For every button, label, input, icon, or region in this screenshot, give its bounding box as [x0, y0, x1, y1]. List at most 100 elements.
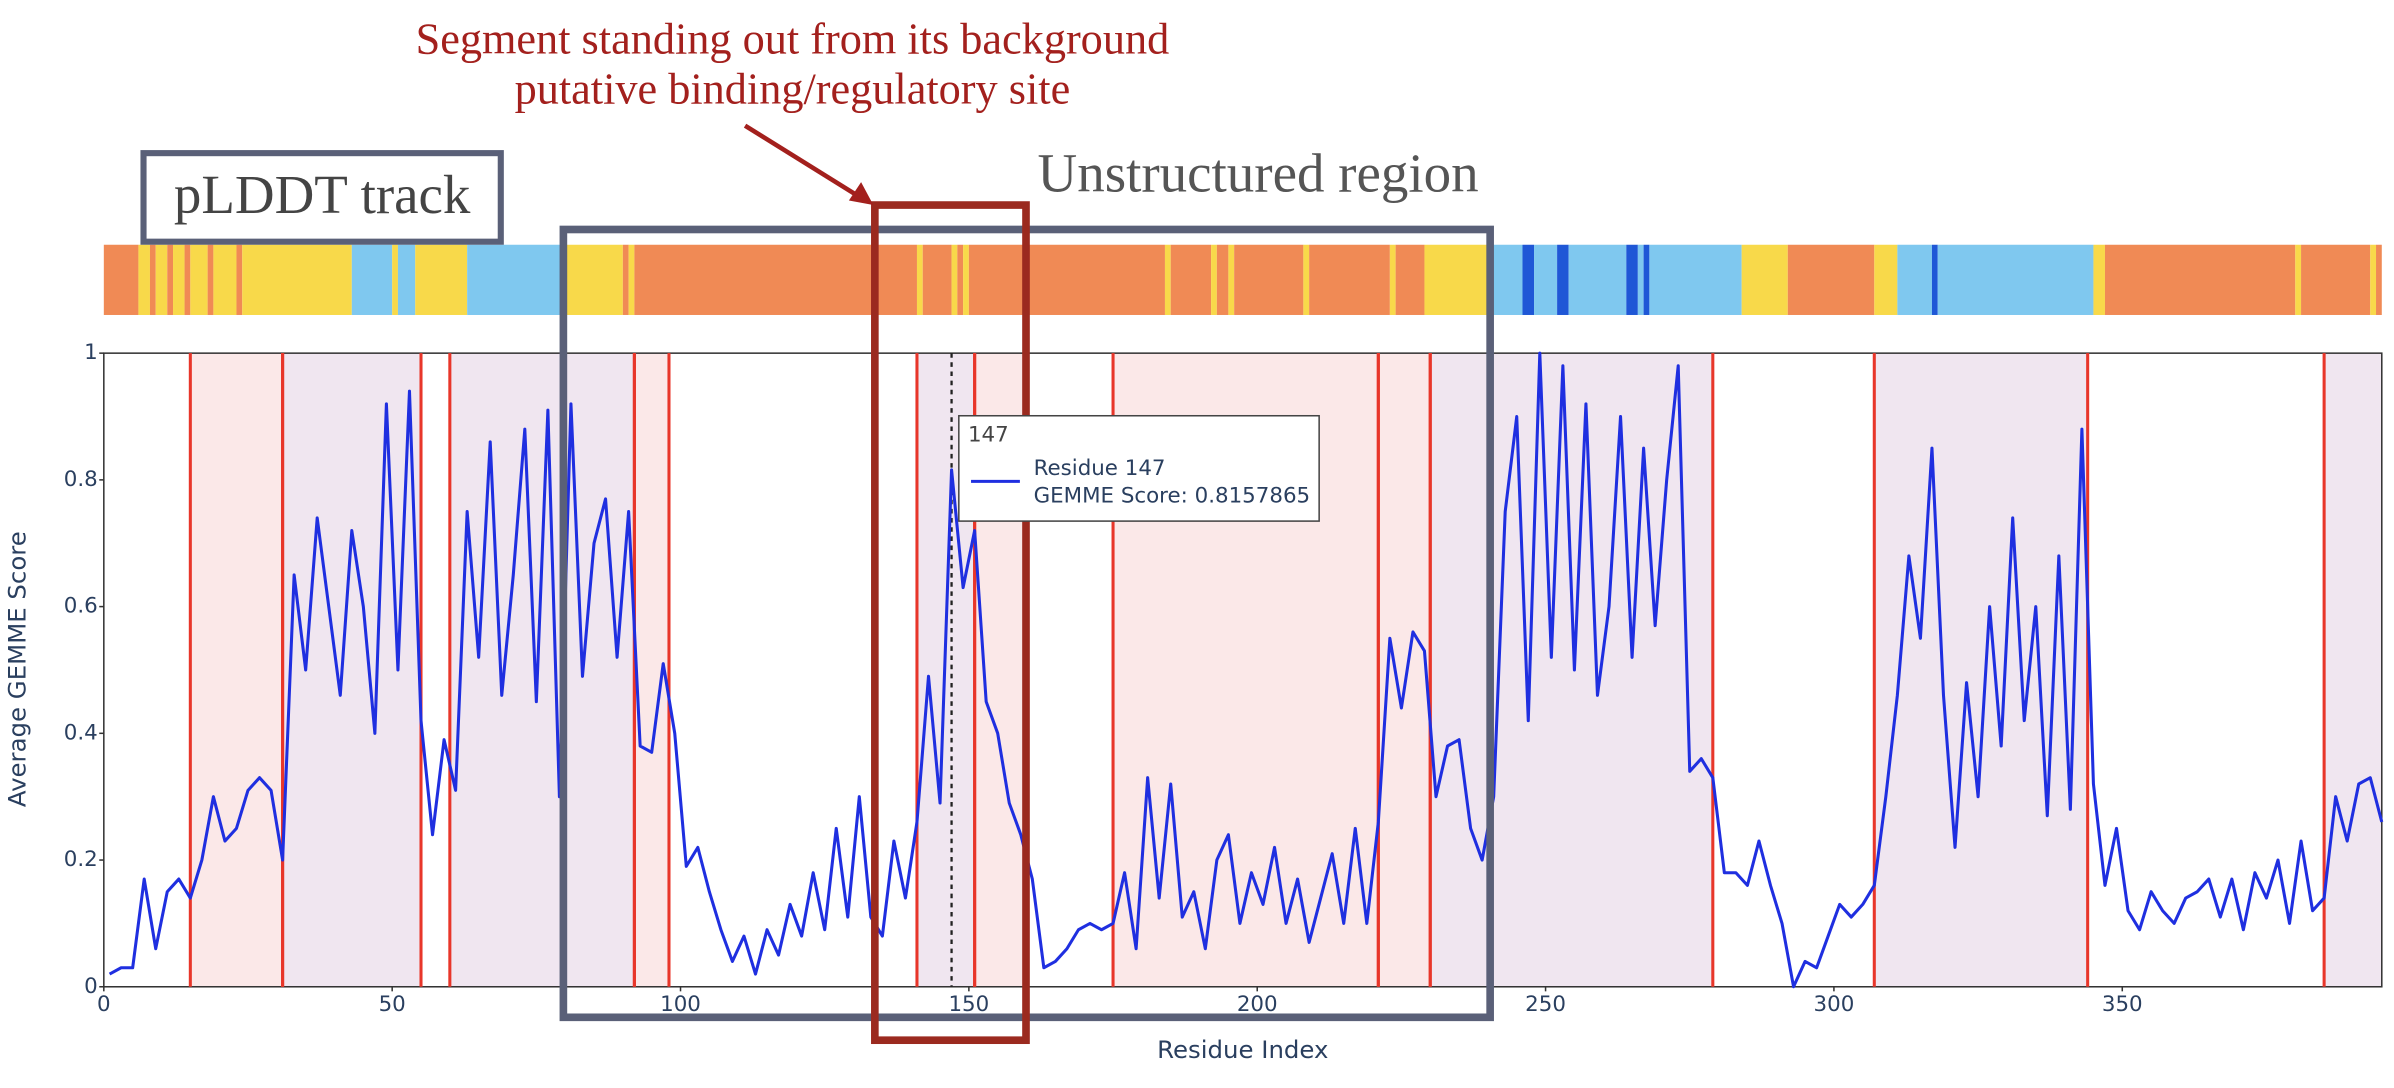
track-segment	[167, 244, 174, 315]
track-segment	[1493, 244, 1523, 315]
background-layer	[103, 244, 2382, 987]
track-segment	[1568, 244, 1627, 315]
x-tick-label: 300	[1814, 992, 1855, 1017]
track-segment	[2295, 244, 2302, 315]
y-tick-label: 1	[84, 340, 98, 365]
track-segment	[103, 244, 139, 315]
region	[449, 353, 635, 987]
x-tick-label: 150	[948, 992, 989, 1017]
annotation: pLDDT track	[174, 164, 471, 225]
label-box	[140, 150, 504, 245]
tooltip-title: 147	[968, 423, 1009, 448]
tooltip-text: Residue 147	[1034, 456, 1166, 481]
x-tick-label: 100	[660, 992, 701, 1017]
arrow-head	[848, 182, 874, 206]
track-segment	[1897, 244, 1932, 315]
track-segment	[392, 244, 398, 315]
track-segment	[1741, 244, 1788, 315]
foreground-layer: 0 50 100 150 200 250 300 350 0 0.2 0.4 0.6 0.8 1	[64, 340, 2384, 1017]
track-segment	[351, 244, 393, 315]
tooltip-box	[958, 414, 1320, 522]
track-segment	[565, 244, 623, 315]
track-segment	[1395, 244, 1425, 315]
track-segment	[1170, 244, 1212, 315]
track-segment	[951, 244, 958, 315]
track-segment	[1787, 244, 1875, 315]
y-tick-label: 0.4	[64, 720, 98, 745]
tooltip: 147 Residue 147 GEMME Score: 0.8157865	[958, 414, 1320, 522]
track-segment	[173, 244, 185, 315]
track-segment	[957, 244, 964, 315]
region	[1430, 353, 1713, 987]
track-segment	[1626, 244, 1638, 315]
track-segment	[213, 244, 237, 315]
track-segment	[963, 244, 969, 315]
track-segment	[1211, 244, 1217, 315]
region	[282, 353, 422, 987]
track-segment	[1874, 244, 1898, 315]
track-segment	[1216, 244, 1229, 315]
track-segment	[916, 244, 923, 315]
track-segment	[1643, 244, 1650, 315]
track-segment	[2376, 244, 2382, 315]
y-tick-label: 0.2	[64, 847, 98, 872]
x-tick-label: 0	[97, 992, 111, 1017]
x-tick-label: 350	[2102, 992, 2143, 1017]
track-segment	[138, 244, 150, 315]
x-axis-title: Residue Index	[1157, 1035, 1328, 1064]
annotation: putative binding/regulatory site	[515, 65, 1071, 114]
track-segment	[1534, 244, 1558, 315]
track-segment	[1164, 244, 1171, 315]
track-segment	[2093, 244, 2105, 315]
plot-frame	[103, 352, 2383, 988]
x-tick-label: 250	[1525, 992, 1566, 1017]
annotation: Unstructured region	[1038, 143, 1479, 204]
track-segment	[922, 244, 952, 315]
track-segment	[1522, 244, 1535, 315]
track-segment	[1937, 244, 2094, 315]
track-segment	[155, 244, 168, 315]
region	[1378, 353, 1431, 987]
track-segment	[236, 244, 243, 315]
track-segment	[1931, 244, 1938, 315]
track-segment	[1389, 244, 1396, 315]
x-tick-label: 50	[379, 992, 406, 1017]
data-line	[108, 351, 2384, 989]
track-segment	[2301, 244, 2371, 315]
track-segment	[622, 244, 629, 315]
region	[1874, 353, 2088, 987]
track-segment	[2370, 244, 2377, 315]
track-segment	[242, 244, 352, 315]
track-segment	[149, 244, 156, 315]
track-segment	[1637, 244, 1644, 315]
tooltip-text: GEMME Score: 0.8157865	[1034, 484, 1311, 509]
arrow	[743, 123, 860, 198]
track-segment	[1303, 244, 1310, 315]
track-segment	[184, 244, 191, 315]
track-segment	[1309, 244, 1390, 315]
y-tick-label: 0.6	[64, 594, 98, 619]
site-box	[871, 201, 1030, 1045]
y-tick-label: 0.8	[64, 467, 98, 492]
annotation: Segment standing out from its background	[416, 14, 1170, 63]
track-segment	[628, 244, 635, 315]
region	[2324, 353, 2382, 987]
track-segment	[397, 244, 416, 315]
track-segment	[467, 244, 566, 315]
track-segment	[190, 244, 208, 315]
track-segment	[1234, 244, 1304, 315]
track-segment	[1228, 244, 1235, 315]
x-tick-label: 200	[1237, 992, 1278, 1017]
track-segment	[1557, 244, 1569, 315]
y-tick-label: 0	[84, 974, 98, 999]
region	[190, 353, 283, 987]
track-segment	[2104, 244, 2296, 315]
track-segment	[1649, 244, 1742, 315]
y-axis-title: Average GEMME Score	[2, 531, 31, 807]
track-segment	[634, 244, 917, 315]
track-segment	[968, 244, 1165, 315]
track-segment	[207, 244, 214, 315]
track-segment	[415, 244, 468, 315]
track-segment	[1424, 244, 1494, 315]
